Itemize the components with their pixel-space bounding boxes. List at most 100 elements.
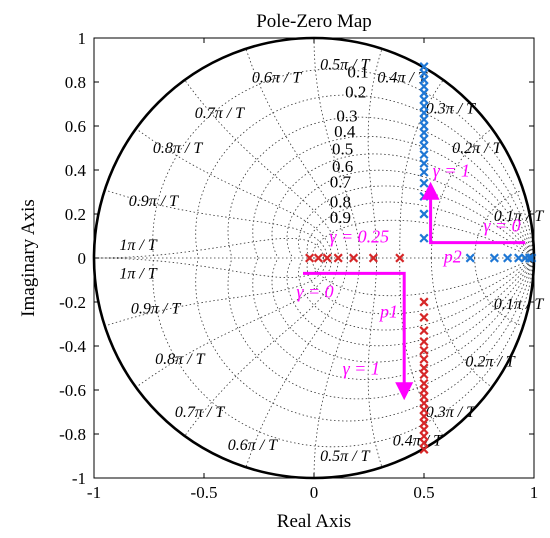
pole-marker (503, 253, 513, 263)
frequency-label-lower: 0.3π / T (426, 404, 476, 421)
damping-curve (306, 201, 535, 259)
frequency-label-lower: 0.5π / T (320, 448, 370, 465)
frequency-label-upper: 1π / T (119, 237, 157, 254)
damping-label: 0.7 (330, 173, 352, 192)
annotation-label: γ = 0.25 (329, 227, 389, 247)
frequency-label-lower: 0.9π / T (131, 301, 181, 318)
annotation-label: γ = 0 (296, 282, 333, 302)
pole-marker (419, 150, 429, 160)
pole-marker (419, 354, 429, 364)
y-axis-label: Imaginary Axis (18, 199, 39, 317)
frequency-label-upper: 0.9π / T (129, 193, 179, 210)
frequency-curve (367, 258, 383, 468)
frequency-label-upper: 0.6π / T (252, 70, 302, 87)
pole-marker (419, 326, 429, 336)
pole-marker (419, 297, 429, 307)
damping-curve (312, 257, 535, 297)
annotation-label: γ = 1 (433, 161, 470, 181)
x-tick-label: 0 (310, 483, 319, 502)
pole-marker (419, 191, 429, 201)
axis-ticks: -1 -0.5 0 0.5 1 1 0.8 0.6 0.4 0.2 0 -0.2 -0.4 -0.6 -0.… (59, 29, 538, 502)
x-tick-label: -0.5 (191, 483, 218, 502)
damping-curve (152, 68, 535, 259)
y-tick-label: 0.8 (65, 73, 86, 92)
pole-marker (419, 209, 429, 219)
pole-marker (419, 345, 429, 355)
frequency-label-lower: 0.7π / T (175, 404, 225, 421)
x-tick-label: 0.5 (413, 483, 434, 502)
x-tick-label: 1 (530, 483, 539, 502)
frequency-label-lower: 0.1π / T (494, 296, 544, 313)
frequency-curve (367, 48, 383, 258)
frequency-curve (93, 238, 324, 259)
pole-marker (489, 253, 499, 263)
annotation-label: γ = 0 (483, 216, 520, 236)
y-tick-label: -1 (72, 469, 86, 488)
pole-marker (419, 167, 429, 177)
y-tick-label: -0.4 (59, 337, 86, 356)
frequency-label-upper: 0.4π / T (377, 70, 427, 87)
pole-marker (322, 253, 332, 263)
pole-marker (419, 141, 429, 151)
frequency-label-lower: 0.8π / T (155, 351, 205, 368)
frequency-curve (245, 48, 348, 258)
frequency-label-upper: 0.2π / T (452, 140, 502, 157)
frequency-curve (474, 258, 524, 327)
annotation-label: γ = 1 (343, 359, 380, 379)
frequency-label-lower: 1π / T (119, 265, 157, 282)
y-tick-label: 0.6 (65, 117, 86, 136)
x-tick-label: -1 (87, 483, 101, 502)
chart-title: Pole-Zero Map (256, 11, 372, 32)
pole-marker (419, 444, 429, 454)
damping-label: 0.6 (332, 157, 353, 176)
y-tick-label: 1 (78, 29, 87, 48)
damping-label: 0.2 (345, 82, 366, 101)
frequency-label-lower: 0.6π / T (228, 437, 278, 454)
y-tick-label: 0 (78, 249, 87, 268)
x-axis-label: Real Axis (277, 511, 351, 532)
frequency-curve (93, 257, 324, 278)
pole-marker (465, 253, 475, 263)
annotation-label: p1 (378, 301, 398, 321)
pole-marker (419, 178, 429, 188)
damping-label: 0.9 (330, 208, 351, 227)
y-tick-label: -0.8 (59, 425, 86, 444)
frequency-label-upper: 0.7π / T (195, 105, 245, 122)
damping-label: 0.4 (334, 122, 356, 141)
damping-label: 0.3 (336, 107, 357, 126)
pole-marker (305, 253, 315, 263)
frequency-curve (135, 258, 333, 388)
pole-marker (349, 253, 359, 263)
frequency-curve (474, 189, 524, 258)
damping-label: 0.8 (330, 192, 351, 211)
frequency-label-lower: 0.2π / T (465, 353, 515, 370)
annotation-label: p2 (442, 246, 462, 266)
zgrid: 0.10.2 0.30.40.50.60.70.80.9 0.1π / T 0.2π … (93, 37, 544, 479)
pole-marker (395, 253, 405, 263)
frequency-label-upper: 0.5π / T (320, 56, 370, 73)
damping-curve (252, 257, 535, 381)
damping-curve (298, 257, 535, 331)
pole-marker (525, 253, 535, 263)
damping-curve (312, 219, 535, 259)
pole-markers (305, 62, 537, 454)
annotation-arrow (421, 181, 526, 245)
frequency-label-upper: 0.3π / T (426, 100, 476, 117)
frequency-label-upper: 0.8π / T (153, 140, 203, 157)
frequency-curve (399, 79, 444, 258)
pole-marker (419, 158, 429, 168)
annotations: γ = 0.25 γ = 1 γ = 0 p2 γ = 0 p1 γ = 1 (296, 161, 526, 401)
pole-marker (419, 233, 429, 243)
damping-label: 0.1 (347, 63, 368, 82)
pole-marker (419, 312, 429, 322)
plot-frame (93, 37, 535, 479)
damping-curve (252, 135, 535, 259)
pole-marker (313, 253, 323, 263)
pole-marker (419, 370, 429, 380)
y-tick-label: -0.6 (59, 381, 86, 400)
y-tick-label: 0.2 (65, 205, 86, 224)
pole-marker (368, 253, 378, 263)
pole-marker (419, 337, 429, 347)
damping-label: 0.5 (332, 140, 353, 159)
